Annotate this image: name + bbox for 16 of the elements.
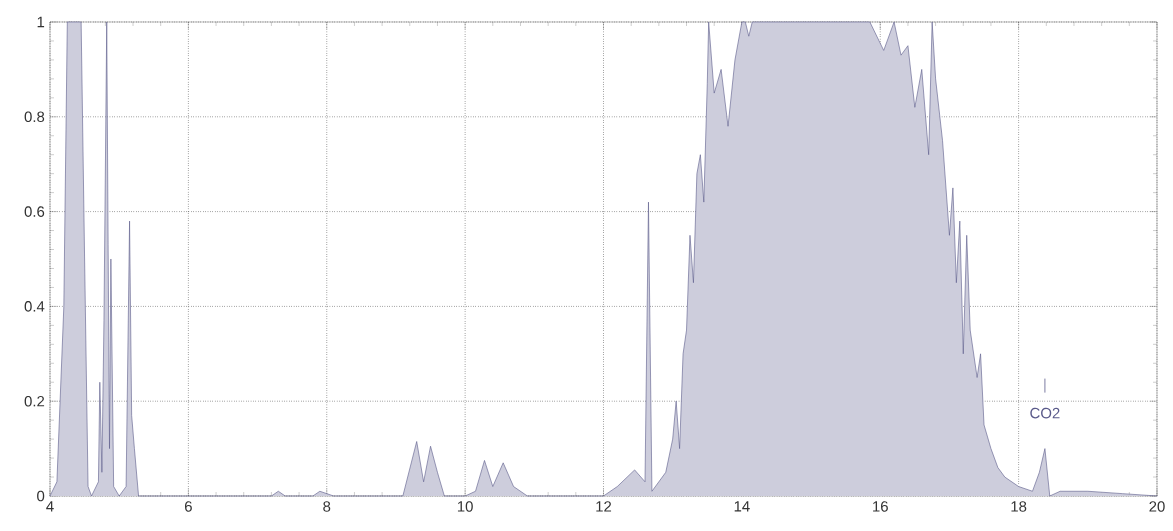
x-tick-label: 14 — [734, 501, 750, 512]
x-tick-label: 12 — [596, 501, 612, 512]
y-tick-label: 0.6 — [24, 206, 45, 217]
x-tick-label: 6 — [184, 501, 192, 512]
x-tick-label: 10 — [457, 501, 473, 512]
x-tick-label: 18 — [1011, 501, 1027, 512]
x-tick-label: 4 — [46, 501, 54, 512]
x-tick-label: 16 — [873, 501, 888, 512]
annotation: CO2 — [1030, 407, 1060, 419]
x-tick-label: 8 — [323, 501, 331, 512]
x-tick-label: 20 — [1149, 501, 1165, 512]
y-tick-label: 0 — [37, 490, 45, 502]
y-tick-label: 0.2 — [24, 395, 45, 407]
y-tick-label: 0.8 — [24, 111, 45, 123]
y-tick-label: 1 — [37, 16, 45, 28]
y-tick-label: 0.4 — [24, 301, 45, 312]
